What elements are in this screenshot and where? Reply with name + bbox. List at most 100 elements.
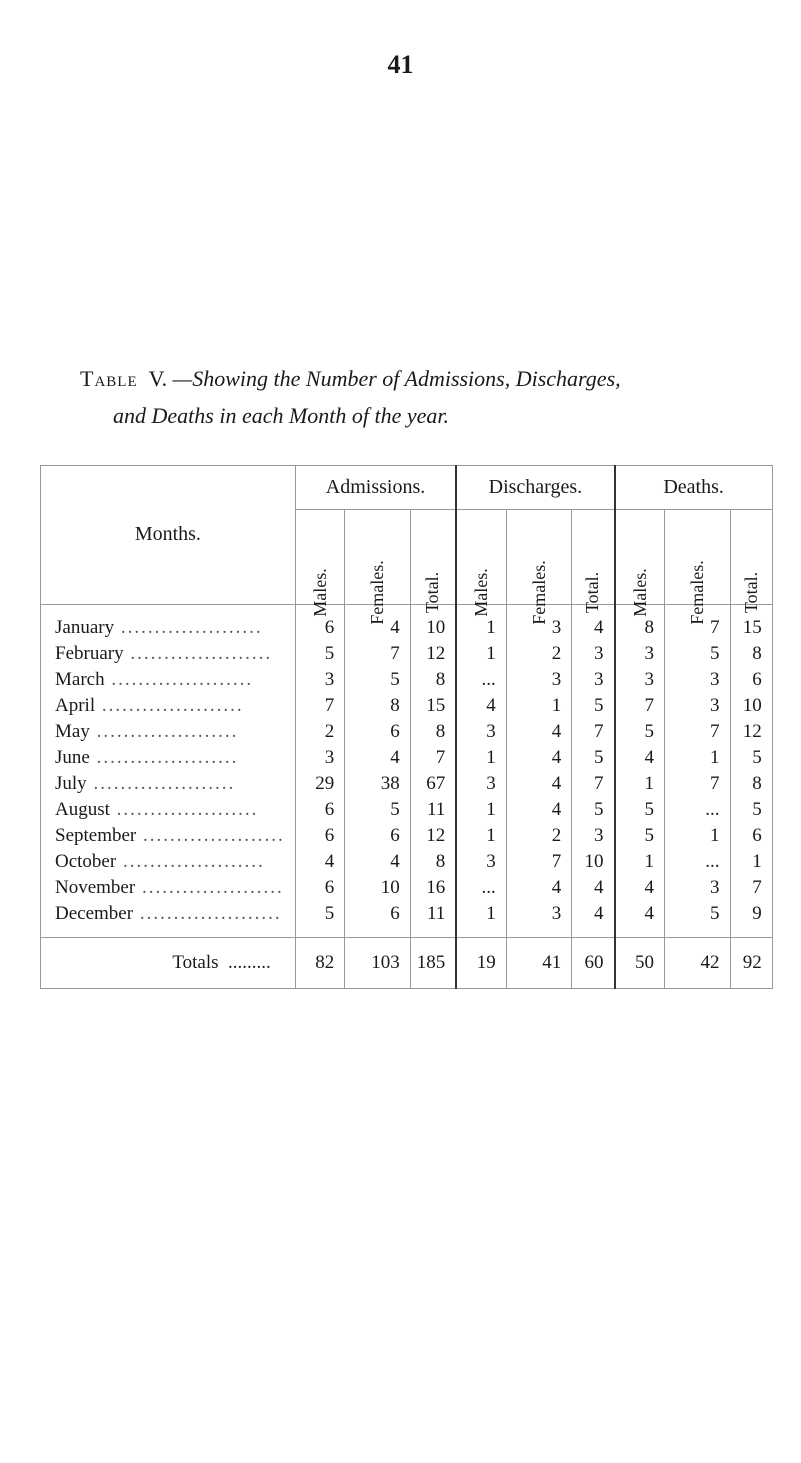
data-cell: 2 <box>506 823 572 849</box>
group-header-deaths: Deaths. <box>615 465 773 509</box>
data-cell: 5 <box>572 693 615 719</box>
data-cell: 12 <box>410 823 456 849</box>
col-total-3: Total. <box>730 509 772 604</box>
month-cell: November <box>41 875 296 901</box>
data-cell: 2 <box>295 719 345 745</box>
data-cell: 6 <box>345 823 411 849</box>
data-cell: 11 <box>410 797 456 823</box>
totals-cell: 42 <box>665 937 731 988</box>
data-cell: 6 <box>345 719 411 745</box>
data-cell: 5 <box>572 745 615 771</box>
caption-line2: and Deaths in each Month of the year. <box>113 403 449 428</box>
data-cell: 7 <box>665 771 731 797</box>
data-cell: 3 <box>665 875 731 901</box>
totals-row: Totals ......... 82 103 185 19 41 60 50 … <box>41 937 773 988</box>
totals-cell: 82 <box>295 937 345 988</box>
data-cell: ... <box>665 797 731 823</box>
group-header-discharges: Discharges. <box>456 465 614 509</box>
data-cell: 5 <box>295 641 345 667</box>
caption-roman: V. <box>149 366 168 391</box>
data-cell: 7 <box>615 693 665 719</box>
table-row: November61016...44437 <box>41 875 773 901</box>
data-cell: 10 <box>345 875 411 901</box>
col-females-3: Females. <box>665 509 731 604</box>
data-cell: 4 <box>615 745 665 771</box>
data-cell: 1 <box>456 901 506 938</box>
data-cell: 4 <box>506 875 572 901</box>
table-container: Months. Admissions. Discharges. Deaths. … <box>40 465 761 989</box>
data-cell: 67 <box>410 771 456 797</box>
totals-cell: 185 <box>410 937 456 988</box>
data-cell: ... <box>456 667 506 693</box>
table-row: September6612123516 <box>41 823 773 849</box>
table-body: January64101348715February5712123358Marc… <box>41 604 773 937</box>
data-cell: 1 <box>615 771 665 797</box>
data-table: Months. Admissions. Discharges. Deaths. … <box>40 465 773 989</box>
data-cell: 4 <box>615 901 665 938</box>
table-row: March358...33336 <box>41 667 773 693</box>
months-header: Months. <box>41 465 296 604</box>
col-total-1: Total. <box>410 509 456 604</box>
data-cell: 6 <box>730 823 772 849</box>
table-caption: Table V. —Showing the Number of Admissio… <box>0 360 801 435</box>
data-cell: 4 <box>615 875 665 901</box>
col-males-1: Males. <box>295 509 345 604</box>
totals-label: Totals ......... <box>41 937 296 988</box>
data-cell: 7 <box>572 771 615 797</box>
table-row: April78154157310 <box>41 693 773 719</box>
data-cell: 1 <box>730 849 772 875</box>
data-cell: 3 <box>665 667 731 693</box>
data-cell: 29 <box>295 771 345 797</box>
col-males-3: Males. <box>615 509 665 604</box>
table-row: October44837101...1 <box>41 849 773 875</box>
data-cell: 4 <box>345 745 411 771</box>
data-cell: 6 <box>730 667 772 693</box>
data-cell: 3 <box>615 641 665 667</box>
data-cell: 6 <box>295 797 345 823</box>
data-cell: 7 <box>730 875 772 901</box>
data-cell: 5 <box>345 667 411 693</box>
data-cell: 7 <box>506 849 572 875</box>
data-cell: 7 <box>295 693 345 719</box>
data-cell: 3 <box>572 667 615 693</box>
month-cell: September <box>41 823 296 849</box>
totals-cell: 50 <box>615 937 665 988</box>
data-cell: 4 <box>506 797 572 823</box>
data-cell: ... <box>665 849 731 875</box>
data-cell: 5 <box>665 901 731 938</box>
data-cell: 4 <box>506 745 572 771</box>
data-cell: 8 <box>730 771 772 797</box>
data-cell: 5 <box>615 797 665 823</box>
data-cell: 7 <box>410 745 456 771</box>
data-cell: 11 <box>410 901 456 938</box>
data-cell: 4 <box>506 719 572 745</box>
data-cell: 3 <box>506 667 572 693</box>
data-cell: 5 <box>730 797 772 823</box>
table-row: December5611134459 <box>41 901 773 938</box>
totals-cell: 92 <box>730 937 772 988</box>
data-cell: 5 <box>730 745 772 771</box>
data-cell: 8 <box>410 719 456 745</box>
data-cell: 10 <box>730 693 772 719</box>
data-cell: 7 <box>345 641 411 667</box>
data-cell: 15 <box>410 693 456 719</box>
data-cell: 4 <box>572 901 615 938</box>
table-row: August65111455...5 <box>41 797 773 823</box>
col-females-2: Females. <box>506 509 572 604</box>
month-cell: February <box>41 641 296 667</box>
month-cell: August <box>41 797 296 823</box>
data-cell: 3 <box>456 719 506 745</box>
totals-cell: 60 <box>572 937 615 988</box>
month-cell: April <box>41 693 296 719</box>
data-cell: 4 <box>506 771 572 797</box>
data-cell: 10 <box>572 849 615 875</box>
table-row: January64101348715 <box>41 604 773 641</box>
totals-cell: 103 <box>345 937 411 988</box>
data-cell: 4 <box>295 849 345 875</box>
data-cell: 3 <box>615 667 665 693</box>
data-cell: 4 <box>572 875 615 901</box>
data-cell: 7 <box>572 719 615 745</box>
data-cell: 12 <box>410 641 456 667</box>
data-cell: 3 <box>506 901 572 938</box>
data-cell: 1 <box>665 745 731 771</box>
